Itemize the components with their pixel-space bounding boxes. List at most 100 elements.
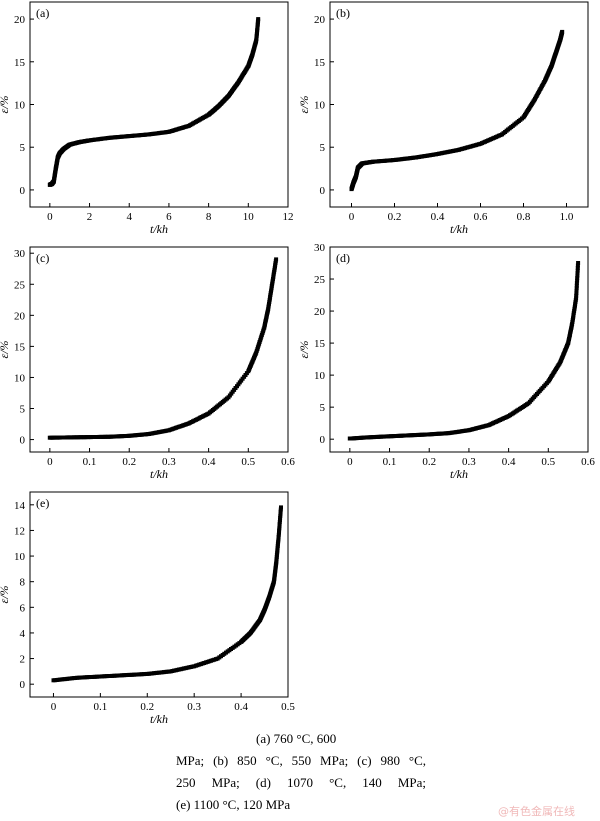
x-tick-label: 0.6 — [474, 211, 488, 223]
x-tick-label: 0.2 — [388, 211, 402, 223]
panel-label: (a) — [36, 6, 49, 20]
x-tick-label: 0.2 — [140, 701, 154, 713]
y-tick-label: 0 — [320, 434, 326, 446]
data-point — [574, 296, 579, 301]
y-tick-label: 14 — [14, 500, 26, 512]
y-axis-label: ε/% — [297, 95, 311, 113]
x-tick-label: 0.5 — [541, 456, 555, 468]
x-tick-label: 0.1 — [83, 456, 97, 468]
panel-label: (b) — [336, 6, 350, 20]
x-tick-label: 0.1 — [93, 701, 107, 713]
chart-panel-e: 0 0.1 0.2 0.3 0.4 0.5 0 2 4 6 8 10 12 14 (e) t/kh ε/% — [0, 491, 295, 726]
watermark: @有色金属在线 — [498, 805, 575, 818]
series-line — [49, 259, 277, 439]
plot-frame — [29, 246, 289, 453]
data-point — [276, 534, 281, 539]
caption-line-4: (e) 1100 °C, 120 MPa — [176, 797, 291, 812]
y-tick-label: 15 — [14, 341, 26, 353]
series-line — [53, 507, 282, 681]
y-tick-label: 10 — [314, 100, 326, 112]
x-tick-label: 6 — [166, 211, 172, 223]
panel-label: (d) — [336, 251, 350, 265]
x-axis-label: t/kh — [450, 467, 468, 481]
x-tick-label: 8 — [206, 211, 212, 223]
figure-caption: (a) 760 °C, 600 MPa; (b) 850 °C, 550 MPa… — [176, 728, 426, 816]
x-tick-label: 0.6 — [281, 456, 295, 468]
data-point — [277, 530, 281, 535]
y-tick-label: 0 — [20, 185, 26, 197]
data-point — [574, 288, 579, 293]
y-axis-label: ε/% — [297, 340, 311, 358]
y-tick-label: 20 — [14, 310, 26, 322]
x-tick-label: 0.2 — [422, 456, 436, 468]
data-point — [278, 509, 283, 514]
data-point — [276, 532, 281, 537]
data-point — [574, 281, 579, 286]
y-tick-label: 25 — [14, 279, 26, 291]
x-tick-label: 2 — [87, 211, 93, 223]
x-tick-label: 0 — [51, 701, 57, 713]
y-tick-label: 12 — [14, 525, 25, 537]
y-tick-label: 15 — [14, 57, 26, 69]
y-tick-label: 10 — [14, 551, 26, 563]
data-point — [256, 17, 261, 22]
data-point — [575, 266, 580, 270]
x-tick-label: 0 — [347, 456, 353, 468]
y-tick-label: 5 — [20, 404, 26, 416]
plot-frame — [29, 1, 289, 208]
caption-line-2: MPa; (b) 850 °C, 550 MPa; (c) 980 °C, — [176, 753, 426, 768]
data-point — [279, 505, 283, 510]
y-tick-label: 20 — [314, 14, 326, 26]
x-tick-label: 0 — [47, 456, 53, 468]
y-tick-label: 30 — [14, 248, 26, 260]
series-line — [49, 19, 259, 186]
x-axis-label: t/kh — [150, 222, 168, 236]
x-tick-label: 0.4 — [234, 701, 248, 713]
y-tick-label: 30 — [314, 242, 326, 254]
data-point — [574, 283, 579, 288]
x-tick-label: 0.3 — [162, 456, 176, 468]
y-tick-label: 15 — [314, 57, 326, 69]
x-axis-label: t/kh — [150, 712, 168, 726]
caption-line-3: 250 MPa; (d) 1070 °C, 140 MPa; — [176, 775, 426, 790]
y-axis-label: ε/% — [0, 340, 11, 358]
x-tick-label: 12 — [283, 211, 294, 223]
x-axis-label: t/kh — [450, 222, 468, 236]
data-point — [575, 276, 580, 281]
y-tick-label: 0 — [20, 435, 26, 447]
y-tick-label: 10 — [14, 100, 26, 112]
x-tick-label: 0.4 — [202, 456, 216, 468]
data-point — [277, 524, 282, 529]
y-tick-label: 0 — [320, 185, 326, 197]
x-tick-label: 0.6 — [581, 456, 595, 468]
x-tick-label: 0.4 — [502, 456, 516, 468]
caption-line-1: (a) 760 °C, 600 — [256, 731, 337, 746]
data-point — [575, 263, 580, 268]
y-tick-label: 0 — [20, 679, 26, 691]
y-tick-label: 4 — [20, 628, 26, 640]
data-point — [575, 273, 580, 278]
y-tick-label: 15 — [314, 338, 326, 350]
x-tick-label: 10 — [243, 211, 255, 223]
data-point — [278, 518, 282, 522]
x-tick-label: 0.3 — [187, 701, 201, 713]
data-point — [277, 522, 282, 527]
chart-panel-c: 0 0.1 0.2 0.3 0.4 0.5 0.6 0 5 10 15 20 25 30 (c) t/kh ε/… — [0, 246, 295, 481]
y-tick-label: 10 — [314, 370, 326, 382]
y-tick-label: 5 — [320, 402, 326, 414]
x-tick-label: 0 — [47, 211, 53, 223]
y-tick-label: 8 — [20, 577, 26, 589]
y-tick-label: 25 — [314, 274, 326, 286]
data-point — [574, 293, 579, 298]
x-tick-label: 0.1 — [383, 456, 397, 468]
y-tick-label: 6 — [20, 602, 26, 614]
x-tick-label: 1.0 — [560, 211, 574, 223]
x-tick-label: 0.8 — [517, 211, 531, 223]
y-tick-label: 2 — [20, 654, 26, 666]
panel-label: (e) — [36, 496, 49, 510]
data-point — [575, 278, 580, 283]
data-point — [575, 271, 580, 276]
y-axis-label: ε/% — [0, 95, 11, 113]
data-point — [278, 511, 283, 516]
